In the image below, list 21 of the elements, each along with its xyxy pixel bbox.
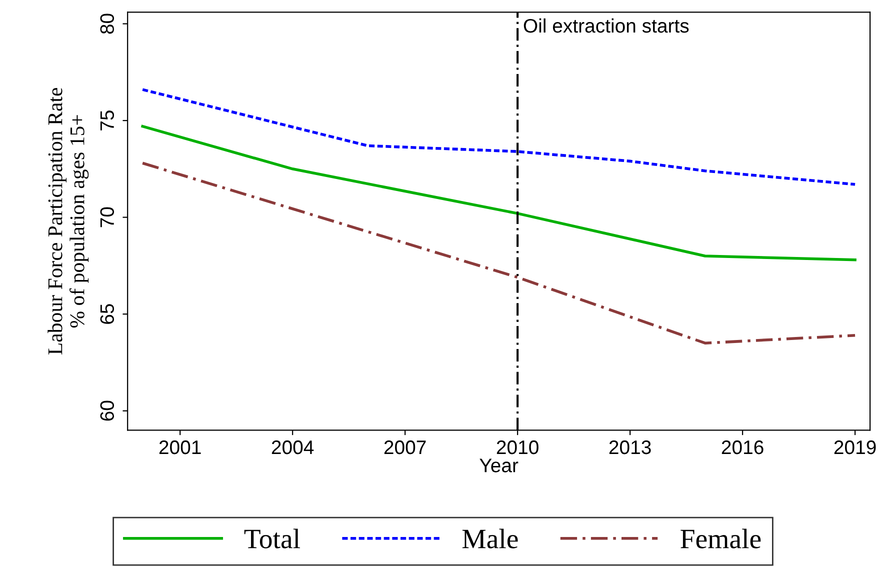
line-series — [141, 162, 856, 344]
y-tick-label: 80 — [100, 14, 114, 34]
legend-label: Female — [680, 528, 761, 548]
legend-label: Male — [462, 528, 518, 548]
y-tick-label: 65 — [100, 304, 114, 324]
x-tick-label: 2007 — [384, 440, 426, 454]
x-tick-label: 2013 — [609, 440, 651, 454]
y-tick-label: 60 — [100, 400, 114, 421]
x-tick-label: 2016 — [722, 440, 764, 454]
x-tick-label: 2004 — [272, 440, 314, 454]
x-tick-label: 2010 — [496, 440, 538, 454]
x-axis-title: Year — [480, 458, 518, 472]
line-series — [141, 124, 856, 262]
line-series — [141, 88, 856, 186]
y-axis-title: Labour Force Participation Rate % of population ages 15+ — [48, 88, 89, 355]
ref-line-label: Oil extraction starts — [524, 18, 689, 33]
x-tick-label: 2019 — [834, 440, 876, 454]
y-tick-label: 75 — [100, 110, 114, 130]
x-tick-label: 2001 — [159, 440, 201, 454]
y-tick-label: 70 — [100, 207, 114, 228]
legend-label: Total — [244, 528, 300, 548]
